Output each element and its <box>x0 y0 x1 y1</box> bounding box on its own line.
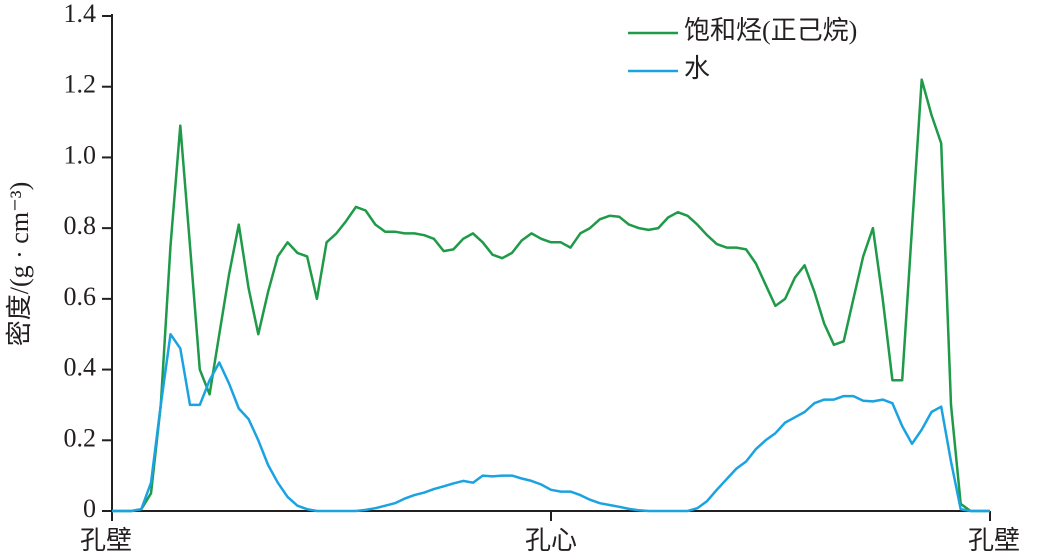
legend-label: 水 <box>684 54 710 83</box>
legend-label: 饱和烃(正己烷) <box>684 16 857 45</box>
y-tick-label: 0.8 <box>64 211 97 240</box>
y-tick-label: 0.6 <box>64 282 97 311</box>
y-tick-label: 0.2 <box>64 423 97 452</box>
y-tick-label: 0 <box>83 494 96 523</box>
series-line <box>112 78 990 513</box>
series-line <box>112 332 990 513</box>
y-axis-label: 密度/(g · cm⁻³) <box>5 182 34 346</box>
x-tick-label: 孔壁 <box>80 526 132 555</box>
y-tick-label: 1.4 <box>64 0 97 28</box>
y-tick-label: 0.4 <box>64 353 97 382</box>
x-tick-label: 孔心 <box>525 526 577 555</box>
y-tick-label: 1.0 <box>64 140 97 169</box>
y-tick-label: 1.2 <box>64 70 97 99</box>
x-tick-label: 孔壁 <box>968 526 1020 555</box>
